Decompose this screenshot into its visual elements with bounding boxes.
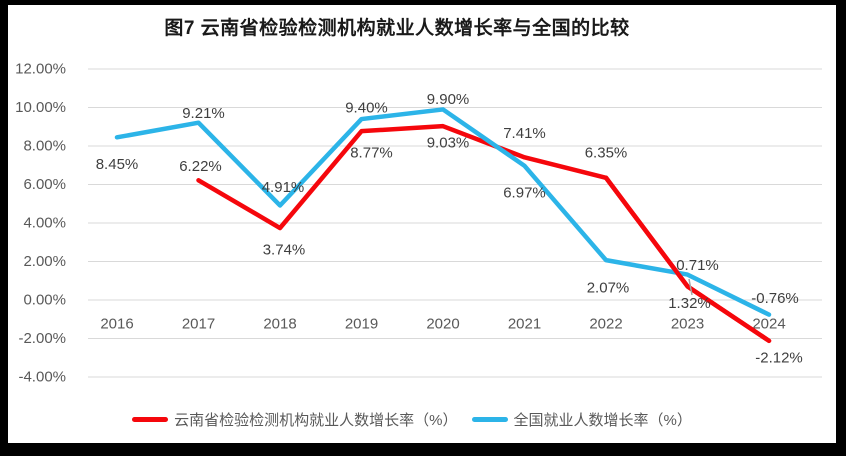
x-axis-tick-label: 2016 — [100, 316, 133, 333]
y-axis-tick-label: 2.00% — [23, 253, 66, 270]
x-axis-tick-label: 2019 — [345, 316, 378, 333]
y-axis-tick-label: 12.00% — [15, 61, 66, 78]
data-label-national: 9.40% — [345, 100, 388, 117]
chart-legend: 云南省检验检测机构就业人数增长率（%） 全国就业人数增长率（%） — [8, 407, 816, 431]
legend-item-national: 全国就业人数增长率（%） — [471, 409, 692, 430]
chart-canvas: 图7 云南省检验检测机构就业人数增长率与全国的比较 12.00% 10.00% 8.… — [8, 5, 836, 443]
legend-label-national: 全国就业人数增长率（%） — [513, 411, 692, 429]
y-axis-tick-label: 6.00% — [23, 176, 66, 193]
data-label-national: 8.45% — [96, 156, 139, 173]
x-axis-tick-label: 2020 — [426, 316, 459, 333]
x-axis-tick-label: 2021 — [508, 316, 541, 333]
y-axis-tick-label: 10.00% — [15, 99, 66, 116]
legend-line-swatch-blue — [471, 416, 508, 422]
data-label-yunnan: 6.22% — [179, 158, 222, 175]
y-axis-tick-label: -4.00% — [18, 369, 66, 386]
x-axis-tick-label: 2022 — [589, 316, 622, 333]
data-label-national: 6.97% — [503, 184, 546, 201]
data-label-yunnan: 8.77% — [350, 145, 393, 162]
legend-item-yunnan: 云南省检验检测机构就业人数增长率（%） — [132, 409, 458, 430]
x-axis-tick-label: 2024 — [752, 316, 785, 333]
y-axis-tick-label: 8.00% — [23, 138, 66, 155]
line-chart-plot: 12.00% 10.00% 8.00% 6.00% 4.00% 2.00% 0.00% -2.… — [15, 61, 822, 386]
data-label-yunnan: 6.35% — [585, 144, 628, 161]
label-leader-line — [688, 278, 693, 296]
data-label-national: 4.91% — [262, 179, 305, 196]
data-label-yunnan: 0.71% — [676, 257, 719, 274]
data-label-yunnan: 3.74% — [263, 242, 306, 259]
series-line-national — [114, 107, 772, 317]
data-label-national: 9.90% — [427, 91, 470, 108]
legend-line-swatch-red — [132, 416, 169, 422]
series-line-yunnan-tail-overlay — [603, 175, 772, 344]
data-label-yunnan: 9.03% — [427, 135, 470, 152]
data-label-national: 2.07% — [587, 280, 630, 297]
x-axis-tick-label: 2018 — [263, 316, 296, 333]
data-label-yunnan: -2.12% — [755, 349, 803, 366]
data-label-national: 9.21% — [182, 105, 225, 122]
x-axis-tick-label: 2017 — [182, 316, 215, 333]
legend-label-yunnan: 云南省检验检测机构就业人数增长率（%） — [174, 411, 458, 429]
data-label-national: 1.32% — [668, 295, 711, 312]
data-label-national: -0.76% — [751, 290, 799, 307]
chart-title: 图7 云南省检验检测机构就业人数增长率与全国的比较 — [164, 18, 630, 39]
y-axis-tick-label: 0.00% — [23, 292, 66, 309]
y-axis-tick-label: -2.00% — [18, 330, 66, 347]
x-axis-tick-label: 2023 — [671, 316, 704, 333]
data-label-yunnan: 7.41% — [503, 125, 546, 142]
y-axis-tick-label: 4.00% — [23, 215, 66, 232]
